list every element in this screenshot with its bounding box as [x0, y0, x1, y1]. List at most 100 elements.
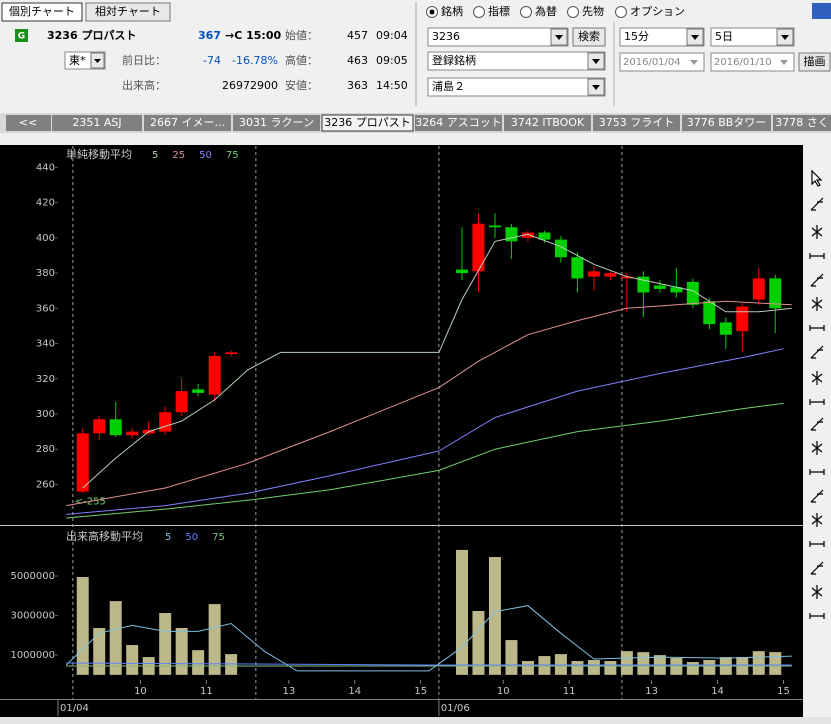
candle-body	[620, 276, 633, 279]
tool-icon[interactable]	[810, 417, 824, 431]
tab-label[interactable]: 3776 BBタワー	[687, 116, 767, 129]
tool-icon[interactable]	[809, 469, 825, 475]
group[interactable]: 浦島２	[432, 79, 465, 93]
bar	[208, 604, 221, 675]
scrollbar[interactable]	[0, 717, 831, 724]
tab-label[interactable]: 3753 フライト	[599, 116, 675, 129]
tool-icon[interactable]	[809, 613, 825, 619]
tab-button[interactable]	[1, 2, 83, 22]
tab-label[interactable]: 3236 プロパスト	[324, 116, 411, 129]
tab-label[interactable]: 2667 イメー...	[150, 116, 225, 129]
label: 始値：	[285, 28, 318, 42]
radio[interactable]	[473, 6, 485, 18]
bar	[587, 660, 600, 675]
tool-icon[interactable]	[811, 585, 823, 599]
bar	[192, 650, 205, 675]
list-select[interactable]	[427, 51, 606, 71]
tool-icon[interactable]	[811, 225, 823, 239]
interval[interactable]: 15分	[624, 30, 649, 43]
tab[interactable]	[773, 115, 831, 131]
chart-title: 出来高移動平均	[66, 529, 143, 543]
chart-title: 単純移動平均	[66, 147, 132, 161]
radio-label[interactable]: オプション	[630, 5, 685, 18]
from-date[interactable]	[619, 52, 705, 72]
legend-entry: 5	[152, 150, 158, 161]
bar	[109, 601, 122, 675]
tab[interactable]	[593, 115, 680, 131]
corner-button[interactable]	[812, 3, 831, 19]
radio-label[interactable]: 銘柄	[441, 4, 463, 18]
candle-body	[769, 278, 782, 309]
tool-icon[interactable]	[811, 441, 823, 455]
tab[interactable]	[6, 115, 51, 131]
tool-icon[interactable]	[809, 541, 825, 547]
tool-icon[interactable]	[810, 197, 824, 211]
tab[interactable]	[233, 115, 320, 131]
tool-icon[interactable]	[810, 489, 824, 503]
tab-label[interactable]: <<	[19, 116, 37, 129]
tab-label[interactable]: 3742 ITBOOK	[511, 116, 585, 129]
x-tick-label: 11	[563, 686, 576, 697]
span[interactable]: 5日	[715, 30, 733, 43]
tab[interactable]	[144, 115, 231, 131]
tab-label[interactable]: 3031 ラクーン	[239, 116, 314, 129]
candle-body	[587, 271, 600, 277]
draw-button[interactable]	[798, 52, 831, 72]
tab[interactable]	[52, 115, 142, 131]
tab[interactable]	[504, 115, 591, 131]
interval-select[interactable]	[619, 27, 705, 47]
tool-icon[interactable]	[809, 399, 825, 405]
tab-label[interactable]: 2351 ASJ	[72, 116, 121, 129]
to[interactable]: 2016/01/10	[714, 57, 772, 68]
radio-label[interactable]: 先物	[582, 4, 604, 18]
low: 363	[347, 79, 368, 92]
bar	[225, 654, 238, 675]
button-label[interactable]: 検索	[578, 29, 600, 43]
tool-icon[interactable]	[811, 513, 823, 527]
from[interactable]: 2016/01/04	[623, 57, 681, 68]
tab-label[interactable]: 3264 アスコット	[415, 116, 502, 129]
span-select[interactable]	[710, 27, 795, 47]
button-label[interactable]: 描画	[804, 54, 826, 68]
bar	[159, 612, 172, 675]
radio[interactable]	[615, 6, 627, 18]
badge	[15, 29, 28, 42]
y-tick-label: 340	[36, 339, 55, 350]
list[interactable]: 登録銘柄	[432, 53, 476, 67]
tab-label[interactable]: 3778 さく	[775, 116, 829, 129]
tool-icon[interactable]	[810, 273, 824, 287]
tool-icon[interactable]	[809, 325, 825, 331]
ma-line	[66, 348, 784, 515]
tool-icon[interactable]	[811, 371, 823, 385]
search-button[interactable]	[572, 27, 606, 47]
tab[interactable]	[682, 115, 771, 131]
candle-body	[488, 225, 501, 228]
tab[interactable]	[415, 115, 502, 131]
tool-icon[interactable]	[811, 297, 823, 311]
radio[interactable]	[520, 6, 532, 18]
code[interactable]: 3236	[432, 30, 460, 43]
tool-icon[interactable]	[810, 345, 824, 359]
tool-icon[interactable]	[811, 169, 823, 187]
code-input[interactable]	[427, 27, 569, 47]
radio-label[interactable]: 為替	[535, 4, 557, 18]
badge-label: G	[18, 32, 25, 42]
tool-icon[interactable]	[809, 253, 825, 259]
arrow	[592, 59, 600, 64]
tab-button[interactable]	[85, 2, 171, 22]
radio[interactable]	[567, 6, 579, 18]
market[interactable]: 東*	[69, 54, 86, 67]
bar	[571, 661, 584, 675]
to-date[interactable]	[710, 52, 795, 72]
tab[interactable]	[321, 114, 414, 132]
tab-label[interactable]: 相対チャート	[95, 4, 161, 18]
open-time: 09:04	[376, 29, 408, 42]
group-select[interactable]	[427, 77, 606, 97]
x-tick-label: 15	[414, 686, 427, 697]
high: 463	[347, 54, 368, 67]
radio-label[interactable]: 指標	[488, 4, 510, 18]
tool-icon[interactable]	[810, 561, 824, 575]
x-tick-label: 14	[348, 686, 361, 697]
tab-label[interactable]: 個別チャート	[9, 5, 75, 18]
bar	[455, 549, 468, 675]
